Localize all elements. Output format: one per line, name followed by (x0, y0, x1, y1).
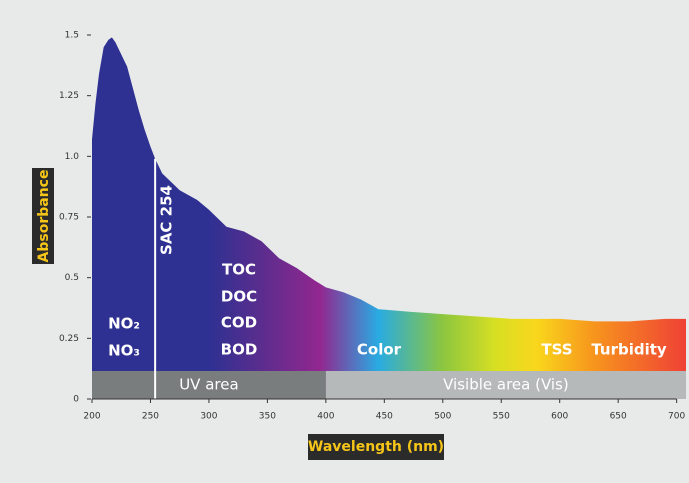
annotation: TSS (541, 341, 572, 359)
x-tick-label: 300 (200, 412, 217, 422)
annotation: Turbidity (591, 341, 667, 359)
y-tick-label: 0.5 (65, 273, 79, 283)
marker-label: SAC 254 (158, 185, 176, 255)
annotation: DOC (221, 288, 257, 306)
annotation: TOC (222, 261, 256, 279)
region-label: Visible area (Vis) (443, 376, 569, 394)
x-tick-label: 550 (493, 412, 510, 422)
annotation: NO₃ (108, 342, 140, 360)
y-tick-label: 0.25 (59, 334, 79, 344)
x-axis-label: Wavelength (nm) (308, 439, 444, 455)
region-band (92, 371, 326, 399)
annotation: Color (357, 341, 402, 359)
y-axis-label: Absorbance (36, 170, 52, 263)
y-tick-label: 1.0 (65, 152, 80, 162)
x-tick-label: 600 (551, 412, 568, 422)
x-label-bg (308, 434, 444, 460)
region-label: UV area (179, 376, 238, 394)
y-tick-label: 0.75 (59, 213, 79, 223)
annotation: NO₂ (108, 315, 140, 333)
x-tick-label: 350 (259, 412, 276, 422)
y-tick-label: 1.5 (65, 31, 79, 41)
x-tick-label: 650 (610, 412, 627, 422)
region-band (325, 371, 686, 399)
x-tick-label: 400 (317, 412, 334, 422)
spectrum-area (92, 37, 686, 399)
y-label-bg (32, 168, 54, 264)
x-tick-label: 200 (83, 412, 100, 422)
annotation: BOD (221, 341, 258, 359)
x-tick-label: 700 (668, 412, 685, 422)
annotation: COD (221, 314, 257, 332)
y-tick-label: 1.25 (59, 91, 79, 101)
x-tick-label: 450 (376, 412, 393, 422)
y-tick-label: 0 (73, 395, 79, 405)
x-tick-label: 500 (434, 412, 451, 422)
x-tick-label: 250 (142, 412, 159, 422)
